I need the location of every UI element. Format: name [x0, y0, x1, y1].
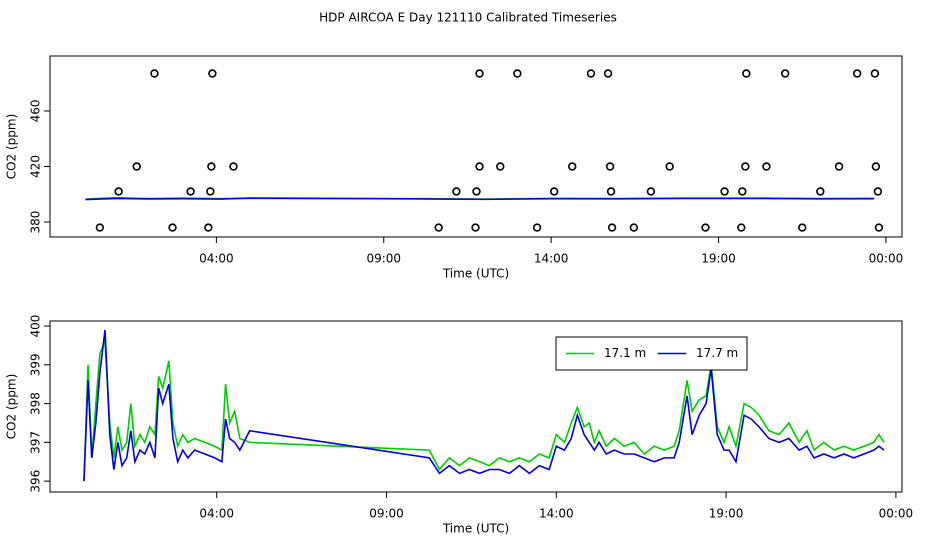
- marker: [472, 187, 481, 196]
- y-axis-label: CO2 (ppm): [5, 114, 19, 180]
- y-tick-label: 396: [29, 470, 43, 493]
- x-tick-label: 09:00: [366, 252, 401, 266]
- marker: [701, 223, 710, 232]
- marker: [742, 69, 751, 78]
- marker: [132, 162, 141, 171]
- marker: [605, 162, 615, 171]
- x-tick-label: 14:00: [534, 252, 569, 266]
- marker: [741, 162, 750, 171]
- x-axis-label: Time (UTC): [442, 267, 509, 281]
- marker: [114, 187, 123, 196]
- x-tick-label: 19:00: [709, 507, 744, 521]
- x-tick-label: 00:00: [879, 507, 914, 521]
- marker: [607, 223, 617, 232]
- marker: [852, 69, 862, 78]
- marker: [586, 69, 596, 78]
- marker: [204, 223, 213, 232]
- marker: [168, 223, 177, 232]
- plot-frame: [49, 55, 903, 238]
- data-line: [83, 341, 885, 482]
- marker: [738, 187, 747, 196]
- marker: [229, 162, 238, 171]
- data-line: [85, 197, 875, 201]
- y-tick-label: 399: [29, 353, 43, 376]
- y-tick-label: 420: [29, 155, 43, 178]
- marker: [629, 223, 639, 232]
- marker: [452, 187, 461, 196]
- x-tick-label: 04:00: [199, 507, 234, 521]
- marker: [871, 162, 881, 171]
- marker: [665, 162, 674, 171]
- marker: [873, 187, 883, 196]
- y-tick-label: 398: [29, 392, 43, 415]
- marker: [434, 223, 443, 232]
- marker: [475, 162, 484, 171]
- marker: [186, 187, 195, 196]
- legend: 17.1 m 17.7 m: [555, 336, 748, 371]
- data-line: [83, 329, 885, 482]
- legend-label: 17.1 m: [604, 346, 646, 360]
- marker: [606, 187, 616, 196]
- x-tick-label: 04:00: [199, 252, 234, 266]
- y-tick-label: 397: [29, 431, 43, 454]
- marker: [496, 162, 505, 171]
- x-tick-label: 09:00: [369, 507, 404, 521]
- marker: [549, 187, 559, 196]
- y-tick-label: 460: [29, 100, 43, 123]
- marker: [874, 223, 884, 232]
- marker: [870, 69, 880, 78]
- marker: [603, 69, 613, 78]
- y-axis-label: CO2 (ppm): [5, 374, 19, 440]
- marker: [95, 223, 105, 232]
- chart-title: HDP AIRCOA E Day 121110 Calibrated Times…: [319, 11, 617, 25]
- x-tick-label: 14:00: [539, 507, 574, 521]
- marker: [834, 162, 844, 171]
- y-tick-label: 400: [29, 315, 43, 338]
- marker: [568, 162, 577, 171]
- marker: [816, 187, 825, 196]
- marker: [475, 69, 484, 78]
- marker: [471, 223, 480, 232]
- marker: [762, 162, 771, 171]
- x-tick-label: 00:00: [869, 252, 904, 266]
- marker: [720, 187, 729, 196]
- marker: [207, 162, 216, 171]
- marker: [208, 69, 217, 78]
- marker: [150, 69, 159, 78]
- marker: [737, 223, 746, 232]
- legend-label: 17.7 m: [696, 346, 738, 360]
- marker: [513, 69, 522, 78]
- x-axis-label: Time (UTC): [442, 522, 509, 536]
- marker: [206, 187, 215, 196]
- marker: [780, 69, 790, 78]
- marker: [798, 223, 807, 232]
- x-tick-label: 19:00: [701, 252, 736, 266]
- marker: [532, 223, 542, 232]
- plot-frame: [49, 320, 903, 493]
- marker: [646, 187, 656, 196]
- y-tick-label: 380: [29, 211, 43, 234]
